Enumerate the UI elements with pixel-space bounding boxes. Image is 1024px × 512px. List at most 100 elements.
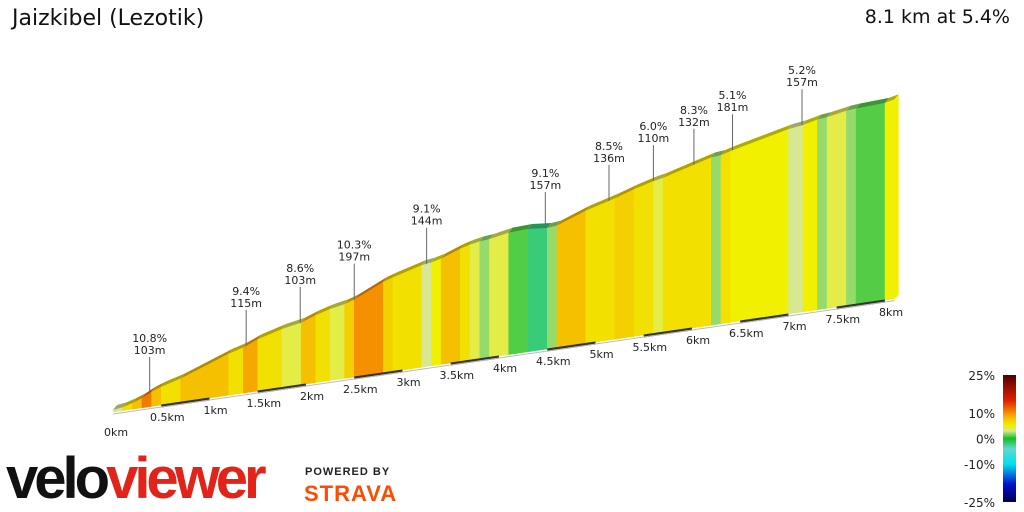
climb-title: Jaizkibel (Lezotik)	[12, 6, 205, 31]
profile-segment	[421, 261, 432, 368]
profile-segment	[180, 353, 230, 403]
profile-segment	[479, 238, 490, 360]
x-tick-label: 2.5km	[343, 383, 378, 396]
x-tick-label: 2km	[300, 390, 324, 403]
profile-segment	[662, 169, 683, 333]
profile-segment	[300, 314, 316, 385]
x-tick-label: 8km	[879, 306, 903, 319]
baseline-dash	[836, 299, 886, 310]
profile-segment	[711, 154, 722, 326]
annotation-gradient: 6.0%	[639, 120, 667, 133]
annotation-gradient: 8.6%	[286, 262, 314, 275]
annotation-length: 157m	[529, 179, 561, 192]
x-tick-label: 1.5km	[246, 397, 281, 410]
annotation-length: 103m	[284, 274, 316, 287]
profile-ridge-segment	[344, 294, 359, 305]
profile-segment	[527, 227, 548, 353]
profile-ridge-segment	[141, 386, 156, 399]
x-tick-label: 0.5km	[150, 411, 185, 424]
profile-ridge-segment	[421, 257, 436, 266]
profile-ridge-segment	[730, 124, 793, 151]
annotation-gradient: 5.2%	[788, 64, 816, 77]
profile-ridge-segment	[228, 342, 248, 354]
profile-ridge-segment	[802, 114, 822, 125]
profile-segment	[508, 228, 529, 355]
baseline-dash	[450, 355, 500, 366]
profile-segment	[614, 188, 635, 340]
x-tick-label: 6km	[686, 334, 710, 347]
profile-segment	[855, 102, 886, 305]
profile-segment	[460, 244, 471, 362]
profile-segment	[344, 299, 355, 379]
annotation-gradient: 8.5%	[595, 140, 623, 153]
annotation-length: 181m	[717, 101, 749, 114]
profile-segment	[547, 225, 558, 350]
annotation-length: 110m	[638, 132, 670, 145]
baseline-dash	[354, 369, 403, 380]
profile-ridge-segment	[161, 373, 185, 387]
profile-ridge-segment	[431, 253, 446, 263]
x-tick-label: 7km	[782, 320, 806, 333]
profile-segment	[243, 338, 258, 394]
profile-segment	[315, 308, 331, 383]
colorbar-label: 25%	[968, 369, 995, 383]
profile-ridge-segment	[470, 236, 484, 245]
profile-ridge-segment	[682, 152, 716, 170]
profile-segment	[329, 303, 345, 381]
annotation-gradient: 10.8%	[132, 332, 167, 345]
annotation-length: 132m	[678, 116, 710, 129]
profile-segment	[633, 180, 654, 337]
annotation-gradient: 9.4%	[232, 285, 260, 298]
annotation-gradient: 8.3%	[680, 104, 708, 117]
profile-ridge-segment	[547, 220, 561, 228]
profile-ridge-segment	[885, 94, 899, 103]
profile-ridge-segment	[122, 398, 137, 408]
profile-ridge-segment	[257, 324, 286, 340]
profile-ridge-segment	[479, 234, 494, 242]
colorbar-label: -10%	[964, 458, 995, 472]
profile-ridge-segment	[151, 381, 166, 392]
x-tick-label: 1km	[203, 404, 227, 417]
colorbar-label: -25%	[964, 496, 995, 510]
baseline-dash	[643, 327, 693, 338]
profile-segment	[788, 124, 804, 315]
colorbar-label: 0%	[976, 433, 995, 447]
profile-segment	[440, 248, 461, 365]
profile-ridge-segment	[508, 223, 532, 233]
annotation-gradient: 9.1%	[413, 203, 441, 216]
profile-ridge-segment	[556, 205, 590, 226]
profile-ridge-segment	[856, 97, 889, 109]
profile-ridge-segment	[383, 272, 397, 282]
profile-ridge-segment	[489, 227, 513, 240]
climb-summary: 8.1 km at 5.4%	[864, 6, 1010, 28]
profile-ridge-segment	[653, 172, 668, 182]
profile-ridge-segment	[301, 310, 320, 323]
profile-ridge-segment	[132, 393, 146, 404]
profile-ridge-segment	[711, 150, 725, 158]
x-tick-label: 5.5km	[632, 341, 667, 354]
profile-ridge-segment	[281, 317, 306, 330]
annotation-length: 157m	[786, 76, 818, 89]
profile-ridge-segment	[354, 276, 388, 300]
x-tick-label: 0km	[104, 426, 128, 439]
x-tick-label: 3km	[396, 376, 420, 389]
profile-ridge-segment	[392, 260, 426, 278]
annotation-length: 115m	[230, 297, 262, 310]
profile-segment	[682, 156, 712, 330]
gradient-colorbar	[1003, 375, 1016, 502]
profile-ridge-segment	[614, 184, 639, 199]
profile-ridge-segment	[846, 103, 861, 111]
colorbar-label: 10%	[968, 407, 995, 421]
x-tick-label: 7.5km	[825, 313, 860, 326]
profile-segment	[281, 322, 302, 388]
profile-ridge-segment	[460, 239, 475, 249]
baseline-dash	[161, 397, 210, 408]
profile-segment	[431, 258, 442, 367]
profile-segment	[802, 119, 818, 313]
profile-segment	[489, 232, 509, 358]
profile-segment	[556, 210, 587, 348]
profile-segment	[585, 197, 616, 344]
profile-ridge-segment	[180, 348, 233, 379]
profile-ridge-segment	[663, 164, 687, 178]
